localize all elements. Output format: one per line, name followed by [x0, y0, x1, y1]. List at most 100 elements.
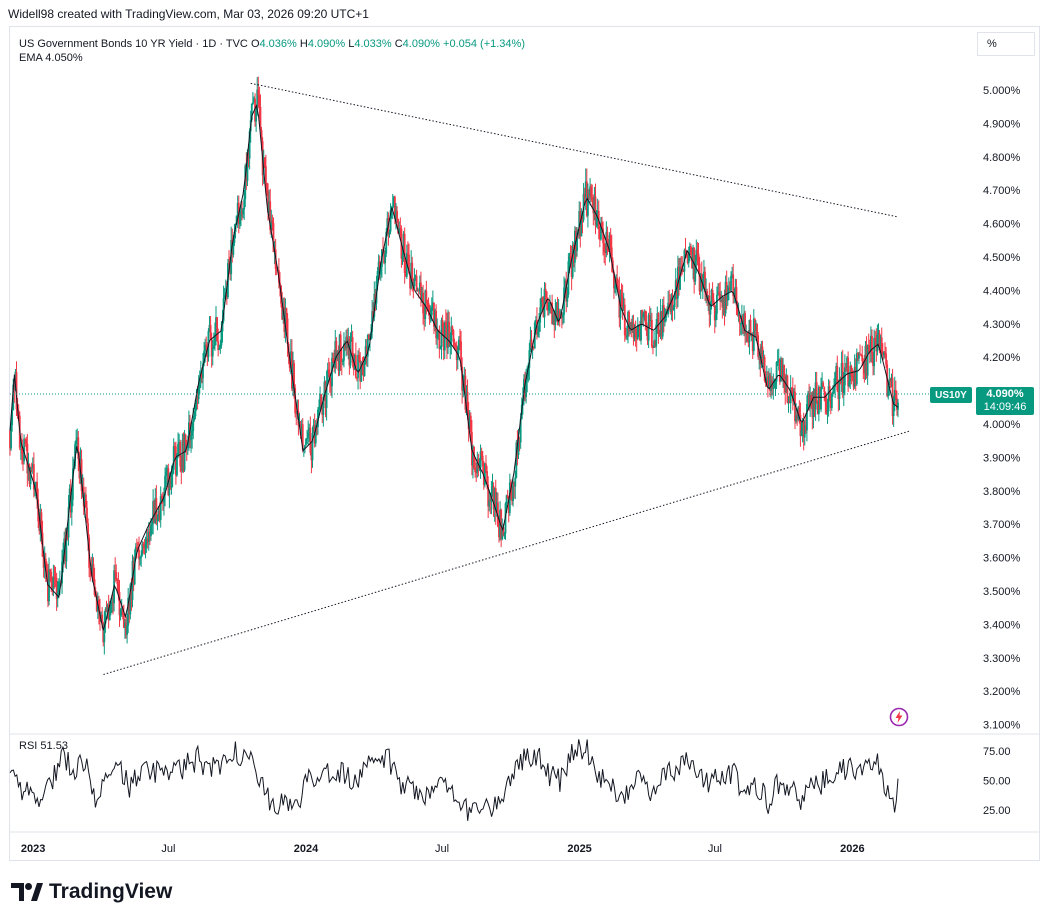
candle-body	[589, 186, 591, 196]
candle-body	[444, 322, 447, 326]
candle-body	[64, 538, 67, 562]
candle-body	[314, 426, 317, 444]
candle-body	[151, 523, 153, 526]
candle-body	[47, 572, 49, 602]
candle-body	[697, 253, 700, 264]
candle-body	[448, 321, 451, 347]
candle-body	[484, 463, 486, 485]
candle-body	[50, 571, 53, 581]
candle-body	[54, 577, 57, 579]
candle-body	[409, 273, 411, 289]
candle-body	[159, 496, 162, 520]
candle-body	[478, 467, 481, 469]
candle-body	[253, 98, 255, 103]
candle-body	[538, 322, 541, 332]
candle-body	[217, 341, 220, 350]
candle-body	[188, 422, 190, 444]
candle-body	[655, 324, 658, 347]
price-axis: 5.000% 4.900% 4.800% 4.700% 4.600% 4.500% 4.40…	[983, 85, 1021, 732]
candle-body	[556, 302, 559, 322]
candle-body	[878, 333, 881, 351]
candle-body	[103, 623, 106, 643]
candle-body	[854, 367, 857, 385]
candle-body	[309, 427, 312, 453]
candle-body	[768, 375, 770, 387]
candle-body	[193, 415, 196, 421]
candle-body	[840, 362, 843, 383]
candle-body	[666, 312, 668, 315]
candle-body	[566, 294, 569, 302]
candle-body	[115, 572, 118, 580]
candle-body	[80, 459, 83, 491]
candle-body	[472, 446, 474, 466]
candle-body	[639, 324, 641, 341]
candle-body	[215, 317, 217, 335]
candle-body	[58, 581, 61, 583]
candle-body	[394, 196, 396, 219]
lightning-icon[interactable]	[889, 707, 909, 727]
candle-body	[842, 385, 845, 394]
price-tick-label: 4.000%	[983, 419, 1021, 431]
candle-body	[141, 543, 144, 556]
candle-body	[327, 369, 330, 374]
candle-body	[357, 354, 359, 378]
candle-body	[177, 443, 179, 455]
candle-body	[763, 357, 766, 381]
candle-body	[814, 382, 817, 410]
candle-body	[687, 252, 690, 264]
candle-body	[186, 443, 189, 449]
candle-body	[859, 354, 861, 356]
candle-body	[828, 386, 831, 394]
candle-body	[530, 339, 533, 348]
candle-body	[209, 324, 212, 340]
ema-legend[interactable]: EMA 4.050%	[19, 52, 83, 64]
ema-label: EMA	[19, 52, 43, 64]
candle-body	[255, 110, 258, 122]
candle-body	[476, 459, 479, 473]
candle-body	[890, 377, 893, 382]
candle-body	[83, 494, 86, 507]
symbol-legend[interactable]: US Government Bonds 10 YR Yield · 1D · T…	[19, 37, 525, 52]
open-label: O	[250, 38, 260, 50]
price-tick-label: 4.300%	[983, 319, 1021, 331]
candle-body	[774, 381, 777, 385]
candle-body	[836, 366, 839, 391]
candle-body	[799, 414, 802, 437]
candle-body	[789, 387, 792, 404]
percent-scale-button[interactable]: %	[977, 32, 1035, 56]
candle-body	[407, 253, 409, 255]
candle-body	[721, 299, 724, 308]
candle-body	[438, 329, 441, 350]
candle-body	[214, 334, 216, 346]
candle-body	[464, 375, 467, 410]
candle-body	[834, 372, 837, 387]
rsi-legend[interactable]: RSI 51.53	[19, 740, 68, 752]
candle-body	[286, 318, 289, 344]
candle-body	[816, 401, 819, 415]
last-price-tag: 4.090% 14:09:46	[976, 387, 1034, 415]
candle-body	[820, 388, 822, 410]
candle-body	[861, 355, 864, 361]
price-tick-label: 4.900%	[983, 118, 1021, 130]
candle-body	[716, 294, 718, 314]
candle-body	[806, 403, 808, 431]
candle-body	[49, 569, 52, 572]
candle-body	[462, 383, 465, 391]
candle-body	[233, 231, 236, 243]
candle-body	[439, 346, 442, 350]
candle-body	[349, 341, 352, 366]
price-tick-label: 3.600%	[983, 553, 1021, 565]
candle-body	[147, 531, 150, 542]
candle-body	[698, 263, 701, 292]
rsi-tick-label: 50.00	[983, 776, 1011, 788]
candle-body	[240, 210, 242, 217]
candle-body	[474, 467, 477, 473]
candle-body	[502, 527, 505, 536]
candle-body	[507, 498, 510, 514]
candle-body	[236, 202, 239, 216]
candle-body	[491, 486, 494, 493]
candle-body	[856, 353, 859, 359]
grid-lines	[10, 733, 1039, 833]
candle-body	[105, 609, 108, 613]
